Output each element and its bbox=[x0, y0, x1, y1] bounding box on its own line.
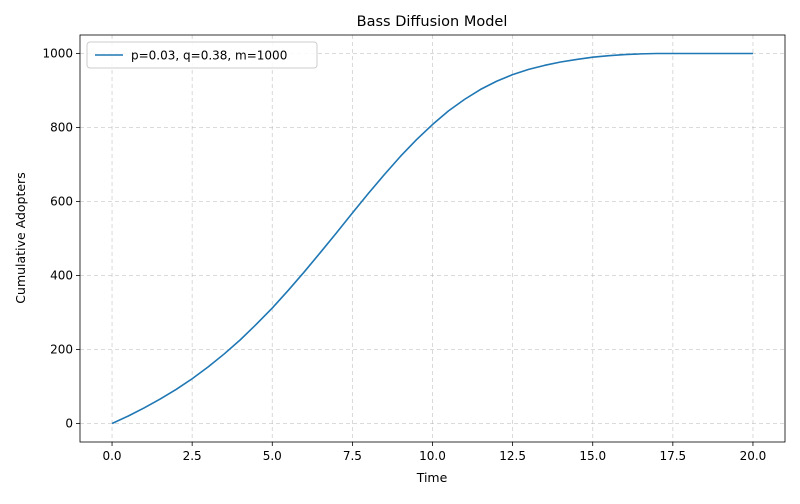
x-axis-label: Time bbox=[416, 470, 448, 485]
x-tick-label: 20.0 bbox=[740, 449, 767, 463]
grid-lines bbox=[80, 35, 785, 442]
y-tick-label: 600 bbox=[50, 195, 73, 209]
y-tick-label: 0 bbox=[65, 417, 73, 431]
y-tick-label: 1000 bbox=[42, 47, 73, 61]
y-axis-label: Cumulative Adopters bbox=[13, 172, 28, 303]
legend-box bbox=[86, 41, 318, 69]
x-tick-label: 7.5 bbox=[343, 449, 362, 463]
x-tick-label: 12.5 bbox=[499, 449, 526, 463]
x-tick-label: 15.0 bbox=[579, 449, 606, 463]
y-tick-label: 800 bbox=[50, 121, 73, 135]
series-line bbox=[111, 52, 753, 425]
x-tick-label: 0.0 bbox=[102, 449, 121, 463]
x-tick-label: 10.0 bbox=[419, 449, 446, 463]
series-lines bbox=[111, 52, 753, 425]
x-tick-label: 5.0 bbox=[263, 449, 282, 463]
chart-title: Bass Diffusion Model bbox=[357, 14, 508, 30]
legend: p=0.03, q=0.38, m=1000 bbox=[86, 41, 318, 69]
y-tick-label: 400 bbox=[50, 269, 73, 283]
x-tick-label: 2.5 bbox=[183, 449, 202, 463]
x-tick-label: 17.5 bbox=[659, 449, 686, 463]
axis-ticks: 0.0 2.5 5.0 7.5 10.0 12.5 15.0 17.5 20.0 0 200 400 6… bbox=[42, 47, 766, 464]
legend-label: p=0.03, q=0.38, m=1000 bbox=[131, 49, 287, 63]
y-tick-label: 200 bbox=[50, 343, 73, 357]
